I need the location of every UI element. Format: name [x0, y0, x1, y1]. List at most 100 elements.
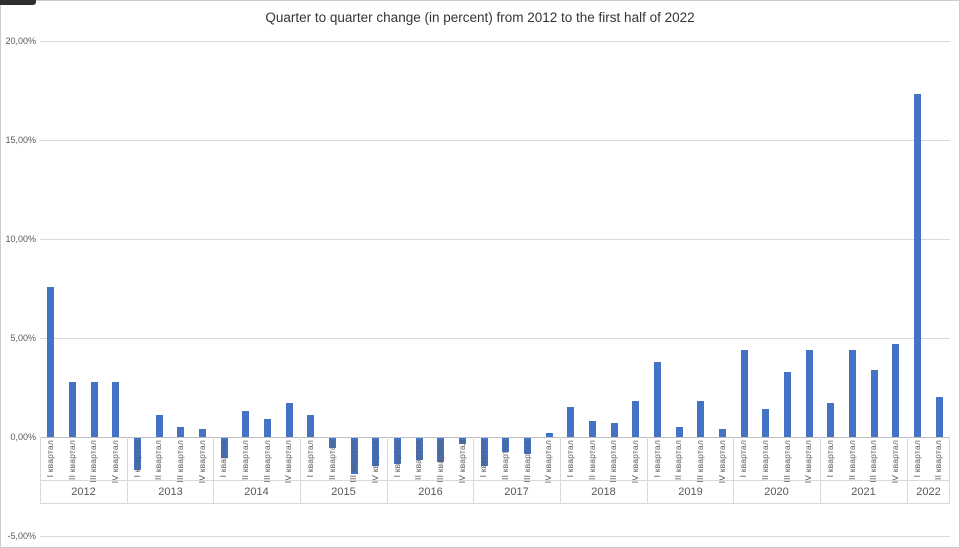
bar-2012-q3 [91, 382, 98, 437]
axis-label-bottom-border [40, 503, 950, 504]
quarter-label: III квартал [522, 440, 532, 483]
quarter-label: IV квартал [370, 440, 380, 484]
bar-2013-q3 [177, 427, 184, 437]
quarter-label: III квартал [868, 440, 878, 483]
y-axis-tick-label: 5,00% [10, 333, 36, 343]
quarter-label: I квартал [478, 440, 488, 478]
quarter-label: II квартал [67, 440, 77, 480]
quarter-label: IV квартал [630, 440, 640, 484]
quarter-label: I квартал [45, 440, 55, 478]
y-axis-tick-label: -5,00% [7, 531, 36, 541]
bar-2018-q4 [632, 401, 639, 437]
year-group-separator [647, 437, 648, 503]
bar-2015-q1 [307, 415, 314, 437]
quarter-label: II квартал [847, 440, 857, 480]
quarter-label: II квартал [240, 440, 250, 480]
bar-2018-q3 [611, 423, 618, 437]
year-group-separator [127, 437, 128, 503]
quarter-label: I квартал [738, 440, 748, 478]
bar-2015-q2 [329, 438, 336, 448]
bar-2021-q4 [892, 344, 899, 437]
year-group-separator [907, 437, 908, 503]
x-axis-line [40, 437, 950, 438]
bar-2014-q1 [221, 438, 228, 458]
bar-2021-q3 [871, 370, 878, 437]
quarter-label: IV квартал [283, 440, 293, 484]
quarter-label: II квартал [933, 440, 943, 480]
bar-2020-q1 [741, 350, 748, 437]
year-label-2015: 2015 [331, 486, 356, 498]
chart-title: Quarter to quarter change (in percent) f… [265, 10, 695, 25]
year-label-2019: 2019 [678, 486, 703, 498]
bar-2015-q4 [372, 438, 379, 466]
quarter-label: I квартал [218, 440, 228, 478]
bar-2013-q2 [156, 415, 163, 437]
bar-2013-q4 [199, 429, 206, 437]
bar-2020-q3 [784, 372, 791, 437]
bar-2017-q1 [481, 438, 488, 466]
year-label-2012: 2012 [71, 486, 96, 498]
bar-2017-q4 [546, 433, 553, 437]
year-label-2017: 2017 [504, 486, 529, 498]
gridline [40, 140, 950, 141]
bar-2015-q3 [351, 438, 358, 474]
y-axis-tick-label: 15,00% [5, 135, 36, 145]
quarter-label: IV квартал [717, 440, 727, 484]
bar-2018-q1 [567, 407, 574, 437]
quarter-label: IV квартал [197, 440, 207, 484]
year-group-separator [40, 437, 41, 503]
quarter-label: III квартал [608, 440, 618, 483]
bar-2019-q1 [654, 362, 661, 437]
year-label-2022: 2022 [916, 486, 941, 498]
year-label-2014: 2014 [244, 486, 269, 498]
quarter-label: II квартал [327, 440, 337, 480]
bar-2020-q4 [806, 350, 813, 437]
quarter-label: III квартал [695, 440, 705, 483]
quarter-label: III квартал [348, 440, 358, 483]
bar-2016-q4 [459, 438, 466, 444]
bar-2012-q1 [47, 287, 54, 437]
quarter-label: I квартал [825, 440, 835, 478]
quarter-label: I квартал [652, 440, 662, 478]
bar-2020-q2 [762, 409, 769, 437]
gridline [40, 239, 950, 240]
bar-2017-q3 [524, 438, 531, 454]
quarter-label: I квартал [912, 440, 922, 478]
gridline [40, 338, 950, 339]
screen-corner-artifact [0, 0, 36, 5]
year-group-separator [733, 437, 734, 503]
quarter-label: IV квартал [110, 440, 120, 484]
year-group-separator [300, 437, 301, 503]
bar-2016-q1 [394, 438, 401, 464]
year-group-separator [560, 437, 561, 503]
year-label-2016: 2016 [418, 486, 443, 498]
bar-2019-q2 [676, 427, 683, 437]
y-axis-tick-label: 0,00% [10, 432, 36, 442]
bar-2017-q2 [502, 438, 509, 452]
quarter-label: I квартал [565, 440, 575, 478]
quarter-label: IV квартал [457, 440, 467, 484]
y-axis-tick-label: 10,00% [5, 234, 36, 244]
year-group-separator [473, 437, 474, 503]
bar-2014-q2 [242, 411, 249, 437]
year-group-separator [387, 437, 388, 503]
quarter-label: III квартал [782, 440, 792, 483]
quarter-label: IV квартал [803, 440, 813, 484]
quarter-label: II квартал [587, 440, 597, 480]
quarter-label: I квартал [132, 440, 142, 478]
y-axis-tick-label: 20,00% [5, 36, 36, 46]
bar-2012-q2 [69, 382, 76, 437]
quarter-label: II квартал [673, 440, 683, 480]
bar-2021-q2 [849, 350, 856, 437]
year-label-2013: 2013 [158, 486, 183, 498]
quarter-label: III квартал [262, 440, 272, 483]
quarter-label: II квартал [413, 440, 423, 480]
bar-2012-q4 [112, 382, 119, 437]
bar-2013-q1 [134, 438, 141, 470]
quarter-label: II квартал [760, 440, 770, 480]
quarter-label: IV квартал [890, 440, 900, 484]
bar-2019-q3 [697, 401, 704, 437]
quarter-label: III квартал [175, 440, 185, 483]
year-label-2018: 2018 [591, 486, 616, 498]
